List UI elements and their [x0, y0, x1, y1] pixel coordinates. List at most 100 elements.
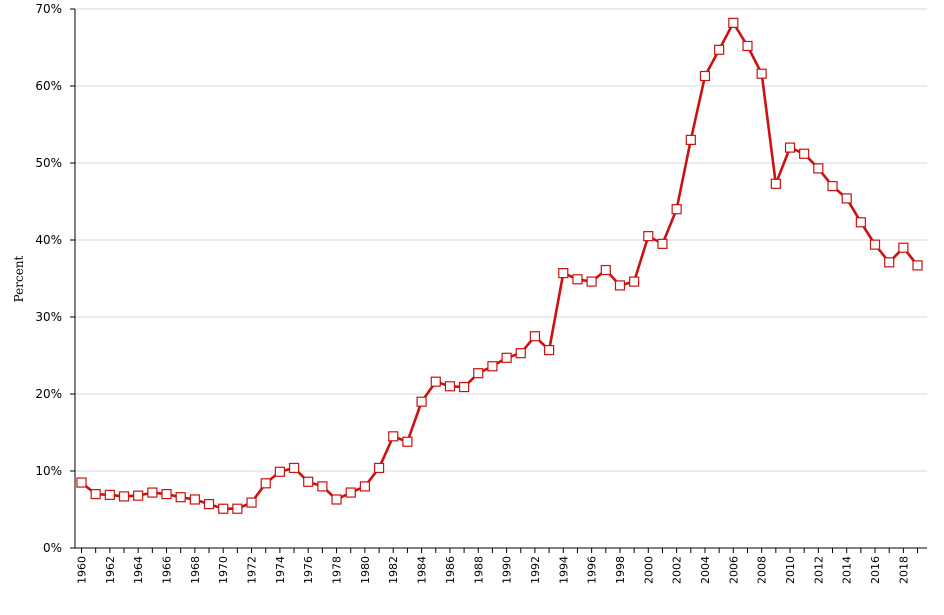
- data-point: [430, 376, 441, 387]
- data-point: [147, 487, 158, 498]
- data-point: [487, 361, 498, 372]
- x-tick-label: 2016: [869, 556, 882, 584]
- series-percent: [80, 21, 919, 511]
- data-point: [770, 178, 781, 189]
- series-line: [80, 21, 919, 511]
- data-point: [586, 276, 597, 287]
- x-tick-label: 1968: [189, 556, 202, 584]
- y-tick-label: 30%: [35, 310, 62, 324]
- x-tick-label: 1984: [416, 556, 429, 584]
- data-point: [898, 242, 909, 253]
- data-point: [161, 489, 172, 500]
- data-point: [558, 268, 569, 279]
- x-tick-label: 1980: [359, 556, 372, 584]
- data-point: [303, 476, 314, 487]
- data-point: [912, 260, 923, 271]
- y-tick-label: 20%: [35, 387, 62, 401]
- data-point: [359, 481, 370, 492]
- x-tick-label: 1998: [614, 556, 627, 584]
- data-point: [501, 352, 512, 363]
- data-point: [76, 477, 87, 488]
- data-point: [104, 489, 115, 500]
- data-point: [473, 368, 484, 379]
- data-point: [756, 68, 767, 79]
- x-tick-label: 2014: [841, 556, 854, 584]
- data-point: [827, 181, 838, 192]
- data-point: [388, 431, 399, 442]
- data-point: [331, 494, 342, 505]
- data-point: [444, 381, 456, 392]
- data-point: [458, 381, 470, 393]
- data-point: [288, 462, 300, 474]
- data-point: [246, 497, 257, 508]
- data-point: [274, 466, 285, 477]
- data-point: [218, 503, 229, 514]
- x-tick-label: 2018: [897, 556, 910, 584]
- data-point: [600, 264, 611, 276]
- data-point: [629, 276, 640, 287]
- x-tick-label: 2008: [756, 556, 769, 584]
- data-point: [90, 489, 101, 500]
- y-tick-label: 0%: [43, 541, 62, 555]
- x-tick-label: 2002: [671, 556, 684, 584]
- y-tick-label: 50%: [35, 156, 62, 170]
- x-tick-label: 1964: [132, 556, 145, 584]
- data-point: [884, 257, 895, 268]
- data-point: [345, 487, 356, 498]
- x-tick-label: 1966: [161, 556, 174, 584]
- data-point: [544, 345, 555, 356]
- x-tick-label: 2010: [784, 556, 797, 584]
- data-point: [189, 494, 200, 505]
- data-point: [714, 44, 725, 55]
- data-point: [317, 481, 328, 492]
- data-point: [133, 490, 144, 501]
- y-tick-label: 70%: [35, 2, 62, 16]
- data-point: [869, 239, 881, 250]
- data-point: [232, 503, 243, 514]
- data-point: [402, 436, 413, 447]
- data-point: [841, 193, 852, 204]
- y-tick-labels: 0% 10% 20% 30% 40% 50% 60% 70%: [35, 2, 75, 555]
- x-tick-label: 2004: [699, 556, 712, 584]
- x-tick-labels: 1960 1962 1964 1966 1968 1970 1972 1974 1976 1978…: [76, 548, 919, 584]
- y-tick-label: 40%: [35, 233, 62, 247]
- data-point: [742, 40, 753, 52]
- data-point: [699, 70, 711, 82]
- y-axis-label: Percent: [12, 255, 26, 302]
- data-point: [529, 331, 541, 342]
- data-point: [416, 396, 427, 407]
- data-point: [855, 217, 866, 228]
- data-point: [260, 478, 271, 489]
- x-tick-label: 1974: [274, 556, 287, 584]
- data-point: [643, 231, 654, 242]
- x-tick-label: 1992: [529, 556, 542, 584]
- x-tick-label: 1970: [217, 556, 230, 584]
- data-point: [515, 348, 526, 359]
- x-tick-label: 1962: [104, 556, 117, 584]
- y-tick-label: 60%: [35, 79, 62, 93]
- x-tick-label: 1988: [472, 556, 485, 584]
- data-point: [203, 499, 215, 510]
- x-tick-label: 1990: [501, 556, 514, 584]
- x-tick-label: 2000: [642, 556, 655, 584]
- data-point: [799, 148, 810, 159]
- y-tick-label: 10%: [35, 464, 62, 478]
- x-tick-label: 1982: [387, 556, 400, 584]
- x-tick-label: 2012: [812, 556, 825, 584]
- x-tick-label: 2006: [727, 556, 740, 584]
- data-point: [671, 204, 682, 215]
- x-tick-label: 1986: [444, 556, 457, 584]
- x-tick-label: 1994: [557, 556, 570, 584]
- data-point: [813, 163, 824, 174]
- x-tick-label: 1996: [586, 556, 599, 584]
- x-tick-label: 1972: [246, 556, 259, 584]
- data-point: [614, 280, 626, 291]
- x-tick-label: 1978: [331, 556, 344, 584]
- data-point: [175, 492, 186, 503]
- x-tick-label: 1960: [76, 556, 89, 584]
- data-point: [728, 17, 739, 28]
- data-point: [373, 462, 385, 474]
- data-point: [784, 142, 796, 153]
- gridlines: [75, 8, 927, 472]
